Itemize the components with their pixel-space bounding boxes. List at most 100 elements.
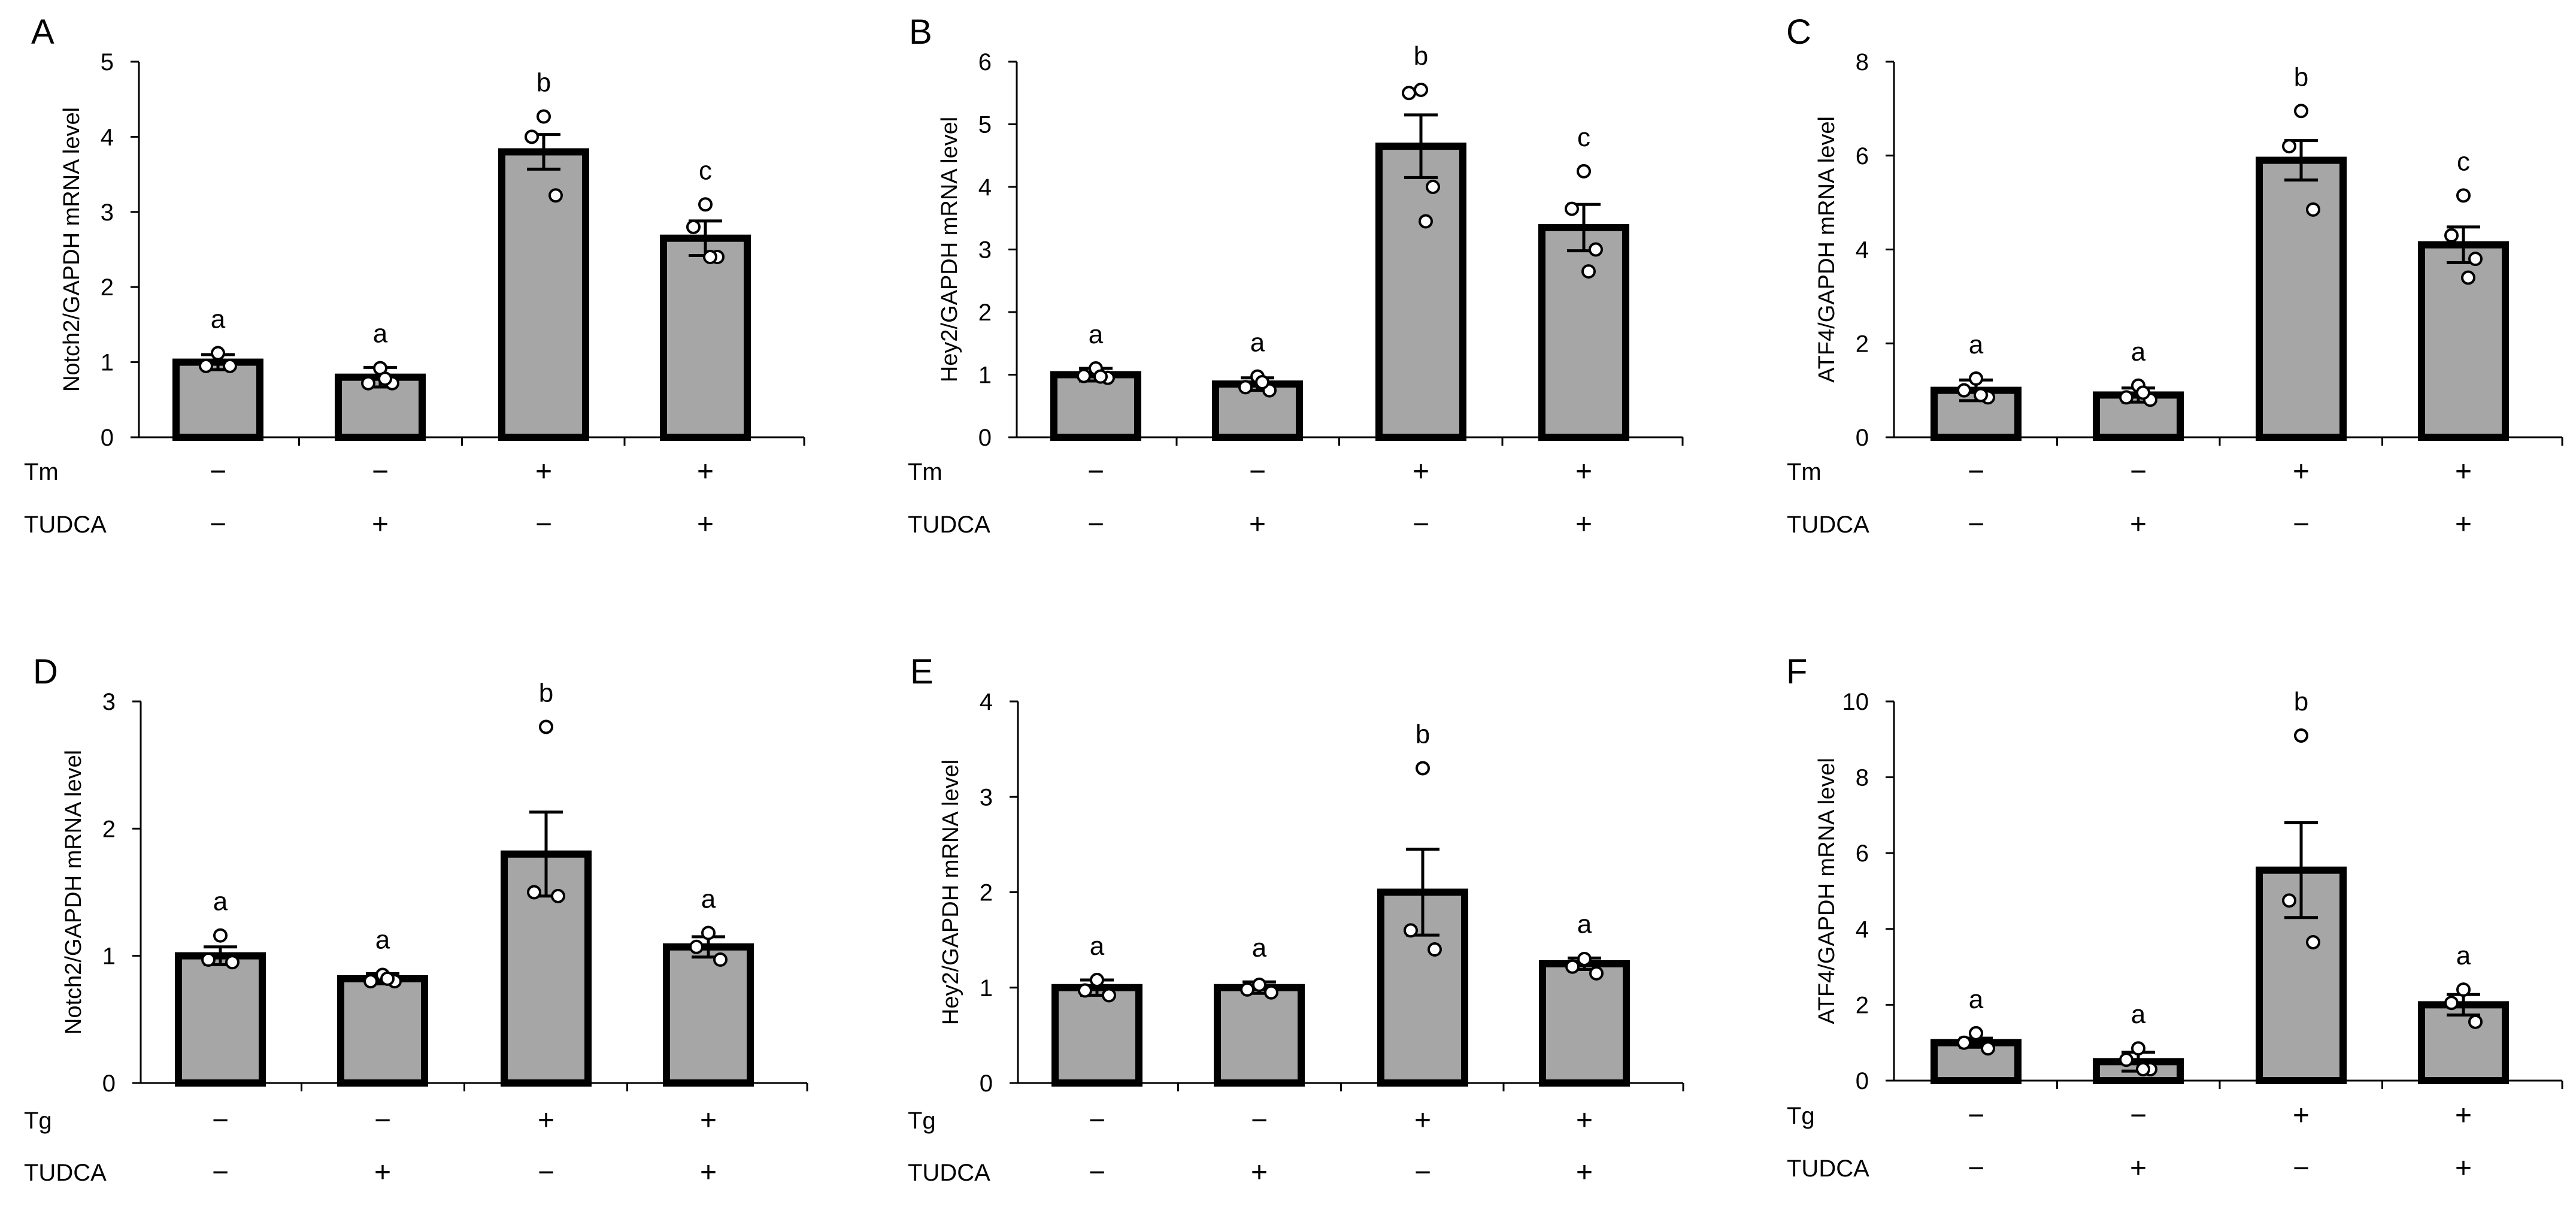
y-tick-label: 0 <box>102 1070 116 1097</box>
bar <box>337 975 428 1087</box>
treatment-label: Tm <box>1787 459 1822 485</box>
data-point <box>698 197 713 212</box>
bar <box>1539 960 1630 1087</box>
treatment-sign: − <box>1087 509 1104 540</box>
data-point <box>527 885 541 900</box>
treatment-sign: + <box>1576 1157 1593 1188</box>
treatment-sign: + <box>1413 456 1429 488</box>
significance-letter: a <box>2131 1000 2146 1029</box>
significance-letter: b <box>2294 687 2308 716</box>
significance-letter: a <box>1090 931 1105 961</box>
data-point <box>1252 977 1266 992</box>
treatment-sign: − <box>1968 1152 1984 1184</box>
data-point <box>2131 1041 2145 1056</box>
treatment-sign: − <box>1089 1105 1105 1136</box>
data-point <box>2136 1062 2150 1077</box>
panel-letter: F <box>1786 652 1807 691</box>
treatment-sign: + <box>700 1105 717 1136</box>
treatment-sign: − <box>538 1157 554 1188</box>
y-tick-label: 2 <box>101 274 114 301</box>
treatment-label: Tg <box>908 1108 936 1134</box>
y-tick-label: 2 <box>1856 331 1869 357</box>
significance-letter: a <box>1969 330 1984 359</box>
significance-letter: a <box>373 319 388 348</box>
significance-letter: a <box>1577 909 1592 939</box>
treatment-sign: + <box>2130 1152 2147 1184</box>
bar <box>172 358 263 441</box>
treatment-sign: + <box>535 456 552 488</box>
treatment-sign: + <box>1576 1105 1593 1136</box>
y-tick-label: 3 <box>102 689 116 715</box>
panel-letter: B <box>909 13 932 52</box>
significance-letter: b <box>537 68 551 98</box>
data-point <box>548 188 563 203</box>
y-axis-label: Notch2/GAPDH mRNA level <box>61 750 86 1034</box>
significance-letter: b <box>539 678 553 707</box>
data-point <box>1969 1026 1983 1040</box>
y-tick-label: 3 <box>101 199 114 226</box>
data-point <box>1577 164 1591 179</box>
treatment-sign: − <box>2293 1152 2310 1184</box>
treatment-sign: − <box>212 1157 229 1188</box>
y-tick-label: 4 <box>1856 916 1869 943</box>
y-tick-label: 1 <box>980 975 993 1002</box>
y-tick-label: 10 <box>1842 689 1869 715</box>
data-point <box>2468 252 2483 267</box>
data-point <box>1255 375 1269 390</box>
data-point <box>2468 1014 2483 1029</box>
treatment-sign: + <box>2293 1100 2310 1132</box>
data-point <box>1957 383 1971 398</box>
treatment-sign: + <box>2130 509 2147 540</box>
data-point <box>1577 951 1592 966</box>
treatment-sign: − <box>1414 1157 1431 1188</box>
data-point <box>2119 1052 2133 1067</box>
data-point <box>1565 201 1579 216</box>
data-point <box>2136 385 2150 400</box>
significance-letter: a <box>2456 941 2471 970</box>
bar <box>1050 371 1141 441</box>
treatment-sign: + <box>1414 1105 1431 1136</box>
treatment-label: TUDCA <box>908 1160 990 1186</box>
data-point <box>1426 180 1440 194</box>
treatment-sign: + <box>1575 456 1592 488</box>
data-point <box>2444 228 2459 243</box>
significance-letter: a <box>1969 985 1984 1014</box>
data-point <box>2306 202 2320 217</box>
y-axis-label: ATF4/GAPDH mRNA level <box>1814 116 1839 383</box>
significance-letter: a <box>1252 933 1267 963</box>
data-point <box>537 109 551 124</box>
treatment-sign: − <box>2293 509 2310 540</box>
data-point <box>1981 1041 1995 1056</box>
y-tick-label: 2 <box>980 880 993 906</box>
panel-letter: E <box>910 652 934 691</box>
panel-a: A 0 1 2 3 4 5 Notch2/GAPDH mRNA level a a b c Tm − − + +… <box>24 13 805 540</box>
treatment-sign: + <box>697 456 714 488</box>
treatment-sign: − <box>374 1105 391 1136</box>
data-point <box>2444 996 2459 1011</box>
treatment-sign: + <box>374 1157 391 1188</box>
data-point <box>2294 104 2308 119</box>
data-point <box>703 250 717 265</box>
y-tick-label: 6 <box>1856 840 1869 867</box>
data-point <box>1581 264 1596 279</box>
data-point <box>201 952 216 967</box>
data-point <box>225 955 240 970</box>
treatment-label: TUDCA <box>24 1160 107 1186</box>
y-tick-label: 4 <box>978 174 992 201</box>
treatment-label: Tm <box>24 459 59 485</box>
treatment-label: TUDCA <box>1787 512 1869 538</box>
data-point <box>2282 893 2296 908</box>
treatment-sign: − <box>2130 456 2147 488</box>
treatment-sign: − <box>1968 456 1984 488</box>
data-point <box>363 974 378 989</box>
significance-letter: a <box>1089 320 1104 349</box>
y-tick-label: 2 <box>978 300 992 326</box>
error-bar <box>2284 821 2318 919</box>
panel-b: B 0 1 2 3 4 5 6 Hey2/GAPDH mRNA level a a b c Tm − − + + T… <box>908 13 1684 540</box>
treatment-sign: − <box>210 456 226 488</box>
bar <box>1375 143 1466 441</box>
data-point <box>689 939 704 954</box>
data-point <box>713 952 728 967</box>
treatment-label: TUDCA <box>1787 1155 1869 1182</box>
y-axis-label: ATF4/GAPDH mRNA level <box>1814 758 1839 1024</box>
